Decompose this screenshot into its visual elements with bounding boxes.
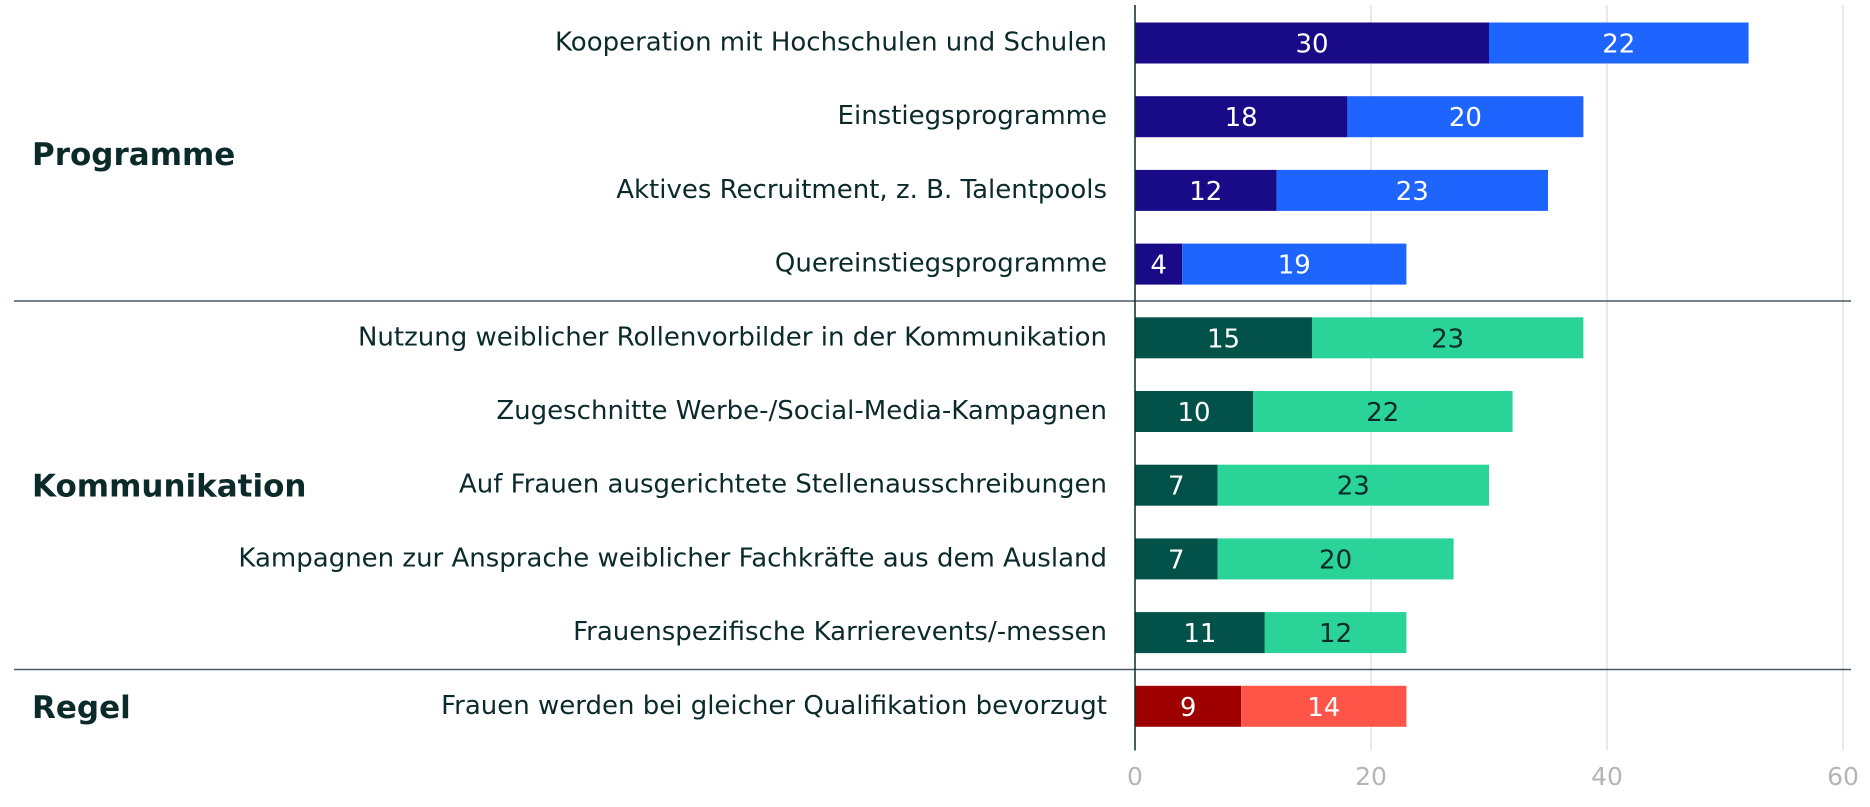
x-tick-label: 60 (1827, 762, 1859, 791)
bar-segment (1489, 22, 1749, 64)
x-tick-label: 40 (1591, 762, 1623, 791)
bar-segment (1347, 96, 1584, 138)
bar-segment (1312, 317, 1584, 359)
bar-segment (1135, 464, 1218, 506)
data-label: 4 (1150, 251, 1167, 281)
bar-segment (1276, 169, 1548, 211)
data-label: 30 (1295, 30, 1328, 60)
data-label: 12 (1319, 619, 1352, 649)
data-label: 23 (1396, 177, 1429, 207)
data-label: 15 (1207, 324, 1240, 354)
category-label: Aktives Recruitment, z. B. Talentpools (616, 175, 1107, 205)
category-label: Quereinstiegsprogramme (775, 249, 1107, 279)
bar-segment (1217, 538, 1454, 580)
bar-segment (1135, 169, 1277, 211)
data-label: 14 (1307, 693, 1340, 723)
bar-segment (1135, 612, 1265, 654)
bar-segment (1135, 685, 1242, 727)
data-label: 11 (1183, 619, 1216, 649)
data-label: 23 (1337, 472, 1370, 502)
x-tick-label: 20 (1355, 762, 1387, 791)
data-label: 23 (1431, 324, 1464, 354)
data-label: 9 (1180, 693, 1197, 723)
group-label: Kommunikation (32, 469, 307, 505)
data-label: 20 (1319, 545, 1352, 575)
group-label: Programme (32, 137, 235, 173)
category-label: Frauen werden bei gleicher Qualifikation… (441, 691, 1107, 721)
bar-segment (1217, 464, 1489, 506)
bar-segment (1135, 96, 1348, 138)
category-label: Auf Frauen ausgerichtete Stellenausschre… (459, 470, 1107, 500)
data-label: 20 (1449, 103, 1482, 133)
bar-segment (1241, 685, 1407, 727)
category-label: Frauenspezifische Karrierevents/-messen (573, 617, 1107, 647)
data-label: 7 (1168, 545, 1185, 575)
category-label: Zugeschnitte Werbe-/Social-Media-Kampagn… (496, 396, 1107, 426)
data-label: 12 (1189, 177, 1222, 207)
bar-segment (1182, 243, 1407, 285)
bar-segment (1135, 22, 1489, 64)
data-label: 22 (1602, 30, 1635, 60)
x-tick-label: 0 (1127, 762, 1143, 791)
category-label: Kampagnen zur Ansprache weiblicher Fachk… (238, 543, 1107, 573)
data-label: 10 (1177, 398, 1210, 428)
group-label: Regel (32, 690, 131, 726)
data-label: 18 (1225, 103, 1258, 133)
bar-segment (1264, 612, 1407, 654)
bar-segment (1135, 317, 1312, 359)
category-label: Kooperation mit Hochschulen und Schulen (555, 28, 1107, 58)
data-label: 22 (1366, 398, 1399, 428)
category-label: Nutzung weiblicher Rollenvorbilder in de… (358, 322, 1107, 352)
bar-segment (1253, 391, 1513, 432)
data-label: 19 (1278, 251, 1311, 281)
category-label: Einstiegsprogramme (838, 101, 1107, 131)
data-label: 7 (1168, 472, 1185, 502)
bar-segment (1135, 391, 1253, 432)
bar-segment (1135, 538, 1218, 580)
bar-segment (1135, 243, 1183, 285)
